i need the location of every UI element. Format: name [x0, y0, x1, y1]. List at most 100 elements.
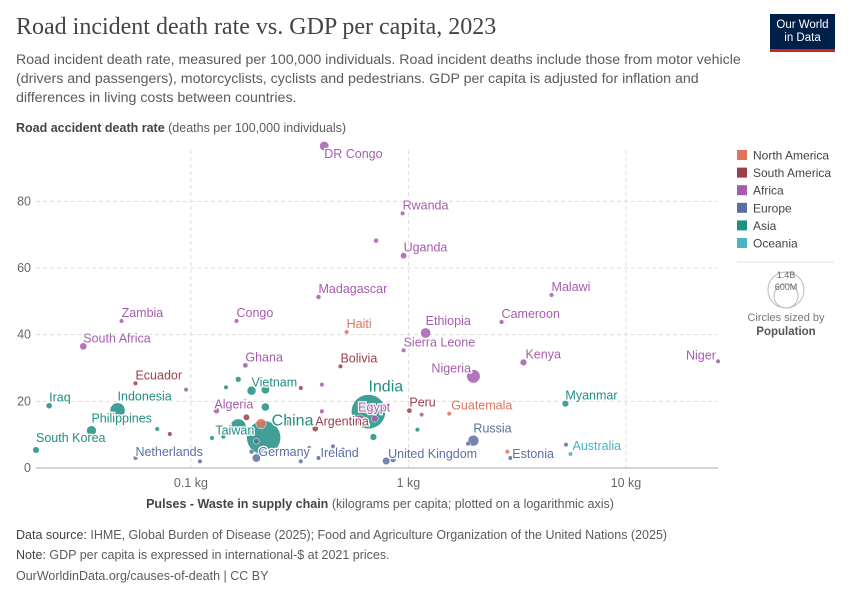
data-point-netherlands[interactable] [132, 455, 139, 461]
data-point[interactable] [563, 442, 569, 448]
data-point-niger[interactable] [715, 358, 721, 364]
legend-swatch[interactable] [737, 167, 747, 178]
data-point-malawi[interactable] [549, 292, 555, 298]
data-point-south-korea[interactable] [32, 446, 40, 454]
data-point[interactable] [261, 402, 270, 412]
data-point[interactable] [319, 382, 325, 388]
data-point[interactable] [298, 458, 304, 464]
point-label: Myanmar [565, 389, 617, 403]
data-point[interactable] [285, 419, 292, 426]
data-point-congo[interactable] [233, 318, 240, 324]
legend-label[interactable]: North America [753, 149, 829, 163]
data-point-south-africa[interactable] [79, 342, 88, 351]
data-point-philippines[interactable] [86, 425, 97, 436]
point-label: Egypt [358, 401, 390, 415]
source-label: Data source: [16, 528, 87, 542]
data-point[interactable] [465, 441, 471, 447]
data-point[interactable] [253, 438, 260, 445]
data-point[interactable] [255, 418, 267, 430]
data-point[interactable] [370, 414, 379, 423]
data-point-germany[interactable] [251, 453, 261, 463]
data-point-haiti[interactable] [344, 329, 350, 335]
legend-label[interactable]: Asia [753, 219, 777, 233]
data-point[interactable] [223, 384, 229, 390]
source-url[interactable]: OurWorldinData.org/causes-of-death | CC … [16, 569, 269, 583]
data-point-ireland[interactable] [315, 455, 322, 461]
data-point[interactable] [414, 427, 420, 433]
data-point-ethiopia[interactable] [420, 327, 432, 339]
legend-label[interactable]: Oceania [753, 237, 798, 251]
legend-swatch[interactable] [737, 185, 747, 196]
size-legend-title: Circles sized by [747, 312, 825, 324]
data-point[interactable] [183, 387, 189, 393]
legend-swatch[interactable] [737, 150, 747, 160]
data-point-algeria[interactable] [213, 407, 220, 414]
point-label: Zambia [122, 306, 164, 320]
data-point-vietnam[interactable] [246, 385, 257, 396]
data-point-iraq[interactable] [45, 402, 53, 409]
data-point-guatemala[interactable] [446, 411, 452, 417]
data-point[interactable] [209, 435, 215, 441]
size-legend-variable: Population [756, 326, 815, 338]
data-point[interactable] [373, 237, 379, 244]
point-label: Sierra Leone [404, 335, 476, 349]
data-point-cameroon[interactable] [498, 319, 505, 325]
data-point[interactable] [167, 431, 173, 437]
data-point-nigeria[interactable] [466, 369, 481, 384]
data-point-uganda[interactable] [400, 252, 407, 260]
size-legend-value: 1.4B [777, 270, 796, 280]
point-label: Rwanda [403, 198, 449, 212]
data-point-egypt[interactable] [355, 414, 366, 425]
data-point-taiwan[interactable] [220, 434, 226, 440]
data-point-ghana[interactable] [242, 362, 249, 369]
y-tick-label: 40 [17, 328, 31, 342]
data-point[interactable] [298, 385, 304, 391]
point-label: Malawi [552, 280, 591, 294]
data-point-kenya[interactable] [519, 358, 528, 366]
point-label: Ireland [321, 446, 359, 460]
data-point[interactable] [419, 412, 425, 418]
data-point-peru[interactable] [406, 407, 413, 414]
point-label: Netherlands [135, 445, 202, 459]
owid-logo[interactable]: Our World in Data [770, 14, 835, 52]
data-point-myanmar[interactable] [561, 400, 570, 408]
data-point-united-kingdom[interactable] [382, 457, 391, 465]
data-point-bolivia[interactable] [337, 363, 344, 369]
source-text: IHME, Global Burden of Disease (2025); F… [90, 528, 668, 542]
data-source: Data source: IHME, Global Burden of Dise… [16, 528, 667, 542]
data-point[interactable] [504, 449, 510, 455]
data-point-argentina[interactable] [311, 425, 319, 432]
data-point-indonesia[interactable] [109, 402, 126, 419]
legend-swatch[interactable] [737, 220, 747, 231]
data-point-madagascar[interactable] [315, 294, 322, 300]
legend-label[interactable]: South America [753, 166, 831, 180]
data-point-russia[interactable] [467, 434, 480, 447]
data-point[interactable] [197, 458, 203, 464]
data-point-sierra-leone[interactable] [401, 347, 407, 353]
legend-label[interactable]: Europe [753, 201, 792, 215]
data-point[interactable] [154, 426, 160, 432]
data-point[interactable] [235, 376, 242, 383]
data-point-estonia[interactable] [507, 455, 513, 461]
data-point[interactable] [242, 413, 250, 421]
data-point-australia[interactable] [567, 451, 574, 457]
data-point-ecuador[interactable] [132, 380, 139, 386]
data-point[interactable] [260, 385, 270, 395]
legend-swatch[interactable] [737, 238, 747, 248]
data-point-zambia[interactable] [119, 318, 125, 324]
legend-swatch[interactable] [737, 202, 747, 213]
data-point[interactable] [389, 456, 397, 463]
note-label: Note: [16, 548, 46, 562]
y-axis-label-bold: Road accident death rate [16, 121, 165, 135]
data-point[interactable] [340, 447, 346, 453]
data-point-dr-congo[interactable] [319, 141, 330, 151]
data-point[interactable] [248, 448, 255, 455]
data-point[interactable] [230, 418, 247, 435]
data-point[interactable] [319, 408, 325, 414]
legend-label[interactable]: Africa [753, 184, 784, 198]
data-point[interactable] [330, 443, 336, 449]
data-point[interactable] [306, 445, 312, 451]
data-point-rwanda[interactable] [400, 210, 406, 216]
data-point[interactable] [369, 433, 377, 441]
